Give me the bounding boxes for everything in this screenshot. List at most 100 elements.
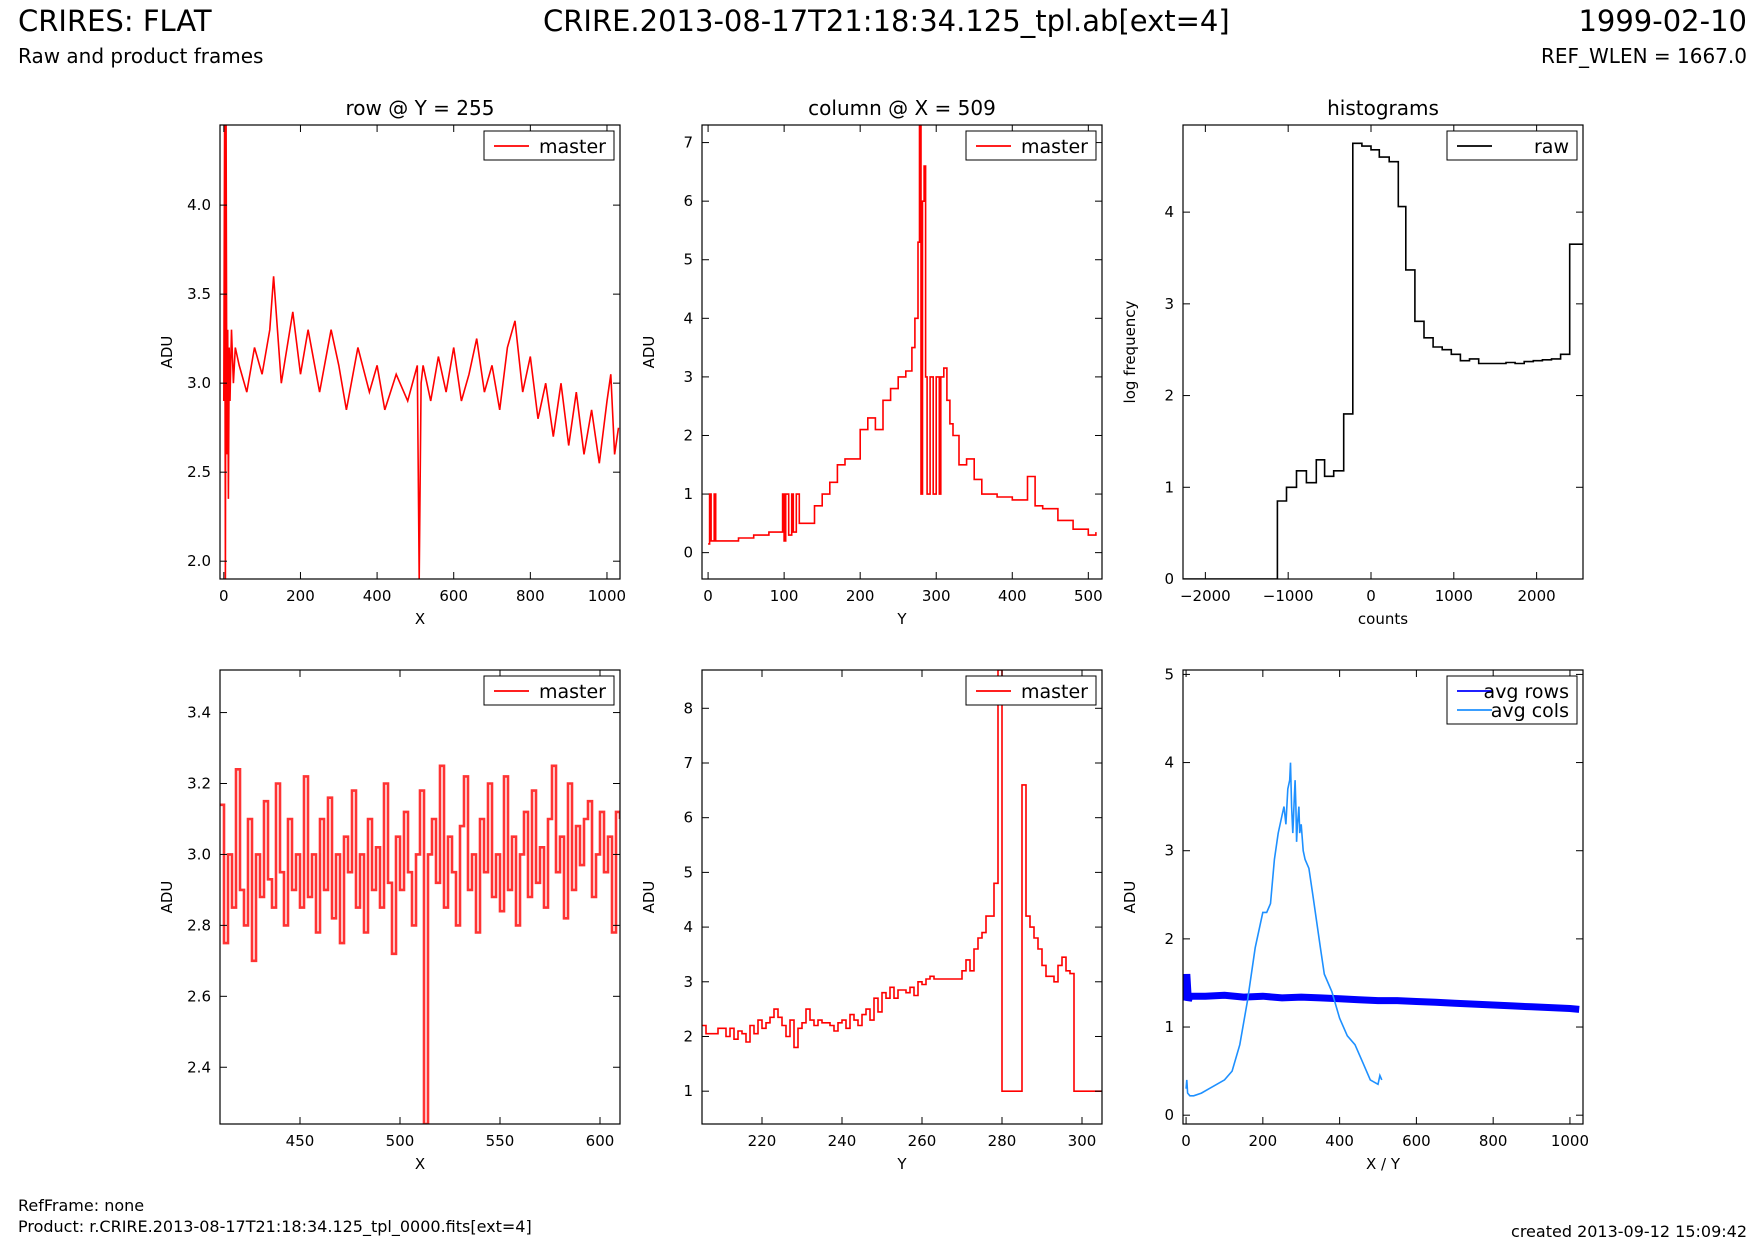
y-tick-label: 4 (1164, 203, 1174, 221)
chart-column-zoom: 220 240 260 280 300 1 2 3 4 5 6 7 8 Y ADU master (640, 669, 1103, 1173)
chart-title: histograms (1327, 96, 1439, 120)
x-tick-label: 0 (219, 587, 229, 605)
x-tick-label: 500 (1074, 587, 1103, 605)
x-axis-label: X (415, 1155, 425, 1173)
y-tick-label: 2 (683, 426, 693, 444)
x-tick-label: 1000 (1435, 587, 1473, 605)
x-axis-label: counts (1358, 610, 1408, 628)
legend-label: master (1021, 136, 1088, 158)
y-tick-label: 3 (683, 973, 693, 991)
x-axis-label: Y (896, 610, 907, 628)
x-tick-label: 600 (586, 1132, 615, 1150)
x-tick-label: 600 (1402, 1132, 1431, 1150)
series-group (220, 764, 620, 1124)
legend: master (965, 130, 1097, 161)
x-tick-label: 300 (1068, 1132, 1097, 1150)
x-tick-label: 200 (846, 587, 875, 605)
chart-row: 0 200 400 600 800 1000 2.0 2.5 3.0 3.5 4.0 row @ Y … (158, 96, 626, 628)
legend-label: master (539, 681, 606, 703)
x-tick-label: 260 (908, 1132, 937, 1150)
x-tick-label: 240 (828, 1132, 857, 1150)
chart-row-zoom: 450 500 550 600 2.4 2.6 2.8 3.0 3.2 3.4 X ADU master (158, 669, 621, 1173)
x-tick-label: −1000 (1263, 587, 1314, 605)
x-tick-label: 200 (1249, 1132, 1278, 1150)
y-tick-label: 2 (683, 1027, 693, 1045)
y-tick-label: 2.8 (187, 916, 211, 934)
plot-frame (701, 669, 1103, 1125)
series-line-master (702, 670, 1102, 1092)
y-axis-label: log frequency (1121, 300, 1139, 403)
legend-label: master (539, 136, 606, 158)
y-tick-label: 2.5 (187, 463, 211, 481)
series-line-avg-rows (1183, 973, 1580, 1013)
y-tick-label: 0 (1164, 570, 1174, 588)
legend: master (483, 675, 615, 706)
y-tick-label: 4 (1164, 754, 1174, 772)
plot-frame (1182, 669, 1584, 1125)
legend-label: raw (1534, 136, 1569, 158)
x-tick-label: 100 (770, 587, 799, 605)
y-tick-label: 1 (1164, 1018, 1174, 1036)
series-line-master (223, 125, 620, 579)
legend-label: master (1021, 681, 1088, 703)
series-group (1183, 142, 1583, 579)
x-tick-label: 1000 (1551, 1132, 1589, 1150)
y-tick-label: 2.0 (187, 552, 211, 570)
y-tick-label: 3.4 (187, 704, 211, 722)
x-tick-label: 1000 (588, 587, 626, 605)
figure-subtitle: Raw and product frames (18, 44, 264, 68)
x-tick-label: 0 (1366, 587, 1376, 605)
y-axis-label: ADU (158, 336, 176, 369)
y-axis-label: ADU (640, 336, 658, 369)
x-axis-label: X / Y (1366, 1155, 1401, 1173)
x-tick-label: −2000 (1180, 587, 1231, 605)
y-tick-label: 7 (683, 134, 693, 152)
y-tick-label: 6 (683, 809, 693, 827)
y-tick-label: 0 (683, 544, 693, 562)
plot-frame (701, 124, 1103, 580)
y-tick-label: 1 (683, 1082, 693, 1100)
y-tick-label: 2.4 (187, 1058, 211, 1076)
figure-title: CRIRES: FLAT (18, 4, 212, 38)
y-axis-label: ADU (640, 881, 658, 914)
x-tick-label: 0 (1181, 1132, 1191, 1150)
series-group (708, 125, 1097, 545)
y-tick-label: 5 (683, 863, 693, 881)
chart-column: 0 100 200 300 400 500 0 1 2 3 4 5 6 7 column @ X = 509… (640, 96, 1103, 628)
legend: master (483, 130, 615, 161)
legend-label: avg rows (1484, 681, 1569, 703)
x-tick-label: 280 (988, 1132, 1017, 1150)
ref-wavelength: REF_WLEN = 1667.0 (1540, 44, 1747, 68)
x-tick-label: 800 (1479, 1132, 1508, 1150)
x-tick-label: 400 (998, 587, 1027, 605)
x-tick-label: 800 (516, 587, 545, 605)
y-tick-label: 4.0 (187, 196, 211, 214)
y-tick-label: 0 (1164, 1106, 1174, 1124)
legend: raw (1446, 130, 1578, 161)
series-group (223, 125, 620, 579)
y-axis-label: ADU (158, 881, 176, 914)
y-axis-label: ADU (1121, 881, 1139, 914)
y-tick-label: 2 (1164, 930, 1174, 948)
chart-title: row @ Y = 255 (346, 96, 495, 120)
y-tick-label: 3 (683, 368, 693, 386)
date-title: 1999-02-10 (1578, 4, 1747, 38)
y-tick-label: 3.0 (187, 374, 211, 392)
x-axis-label: Y (896, 1155, 907, 1173)
product-file-note: Product: r.CRIRE.2013-08-17T21:18:34.125… (18, 1217, 532, 1236)
y-tick-label: 5 (1164, 665, 1174, 683)
created-timestamp: created 2013-09-12 15:09:42 (1511, 1222, 1747, 1241)
x-tick-label: 400 (363, 587, 392, 605)
series-line-avg-cols (1185, 762, 1383, 1097)
series-group (702, 670, 1102, 1092)
series-group (1183, 762, 1580, 1097)
ref-frame-note: RefFrame: none (18, 1196, 145, 1215)
legend: master (965, 675, 1097, 706)
y-tick-label: 3.5 (187, 285, 211, 303)
y-tick-label: 5 (683, 251, 693, 269)
y-tick-label: 8 (683, 699, 693, 717)
x-tick-label: 2000 (1518, 587, 1556, 605)
x-tick-label: 300 (922, 587, 951, 605)
